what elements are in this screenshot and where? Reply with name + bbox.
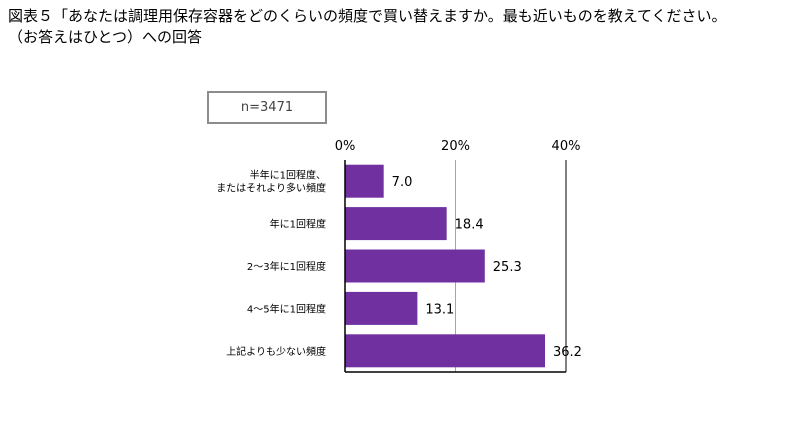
tick-label: 0% <box>335 139 356 154</box>
data-label: 7.0 <box>392 175 413 190</box>
category-label: 年に1回程度 <box>270 218 326 231</box>
bar <box>345 334 546 368</box>
category-label: 上記よりも少ない頻度 <box>226 345 326 358</box>
chart-title-line1: 図表５「あなたは調理用保存容器をどのくらいの頻度で買い替えますか。最も近いものを… <box>8 7 727 25</box>
category-label: 2～3年に1回程度 <box>247 260 326 273</box>
bar <box>345 249 485 283</box>
data-label: 13.1 <box>425 302 454 317</box>
category-label: 半年に1回程度、 <box>250 169 326 182</box>
chart-title: 図表５「あなたは調理用保存容器をどのくらいの頻度で買い替えますか。最も近いものを… <box>8 6 727 48</box>
sample-size-box: n=3471 <box>207 91 327 124</box>
sample-size-label: n=3471 <box>240 100 294 115</box>
bar <box>345 164 384 198</box>
chart-title-line2: （お答えはひとつ）への回答 <box>8 28 202 46</box>
category-label: 4～5年に1回程度 <box>247 302 326 315</box>
data-label: 36.2 <box>553 345 582 360</box>
tick-label: 40% <box>552 139 581 154</box>
category-label: またはそれより多い頻度 <box>216 182 326 195</box>
tick-label: 20% <box>441 139 470 154</box>
data-label: 25.3 <box>493 260 522 275</box>
bar <box>345 207 447 241</box>
bar <box>345 291 418 325</box>
data-label: 18.4 <box>455 218 484 233</box>
